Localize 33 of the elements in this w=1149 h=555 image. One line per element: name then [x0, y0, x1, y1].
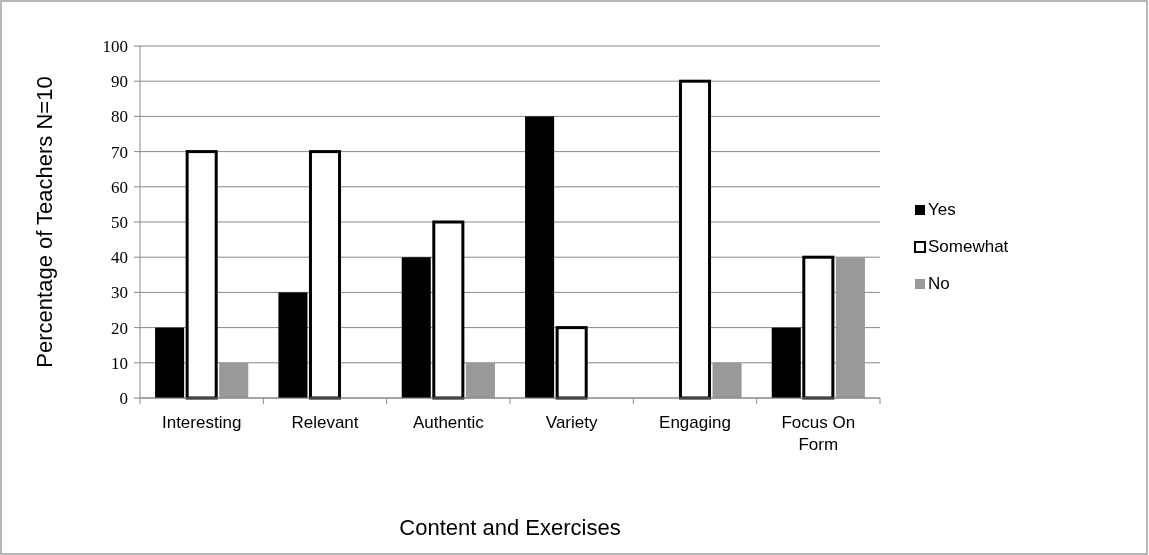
x-tick-label: Focus On Form [781, 413, 856, 454]
y-tick-label: 50 [111, 212, 128, 232]
bar [465, 362, 495, 398]
bar [308, 150, 342, 400]
y-tick-label: 0 [119, 388, 128, 408]
x-tick-label: Variety [545, 413, 598, 432]
y-tick-label: 60 [111, 177, 128, 197]
bar [278, 292, 308, 398]
bar [155, 327, 185, 398]
bar [185, 150, 218, 400]
legend-label: Yes [928, 200, 956, 219]
legend-label: Somewhat [928, 237, 1009, 256]
x-tick-label: Interesting [161, 413, 242, 432]
y-tick-label: 70 [111, 142, 128, 162]
x-tick-label: Relevant [291, 413, 359, 432]
y-tick-label: 30 [111, 283, 128, 303]
y-tick-label: 20 [111, 318, 128, 338]
y-tick-label: 100 [102, 36, 128, 56]
y-tick-label: 40 [111, 248, 128, 268]
x-tick-label: Authentic [412, 413, 485, 432]
legend-label: No [928, 274, 950, 293]
bar [712, 362, 742, 398]
y-tick-label: 10 [111, 353, 128, 373]
x-tick-label: Engaging [659, 413, 731, 432]
y-tick-label: 80 [111, 107, 128, 127]
bar [678, 79, 712, 400]
bar [835, 257, 865, 398]
bar [555, 326, 588, 400]
y-axis-title: Percentage of Teachers N=10 [32, 76, 57, 368]
y-tick-label: 90 [111, 72, 128, 92]
bar [219, 362, 249, 398]
x-axis-title: Content and Exercises [399, 515, 621, 540]
bar [525, 116, 555, 398]
